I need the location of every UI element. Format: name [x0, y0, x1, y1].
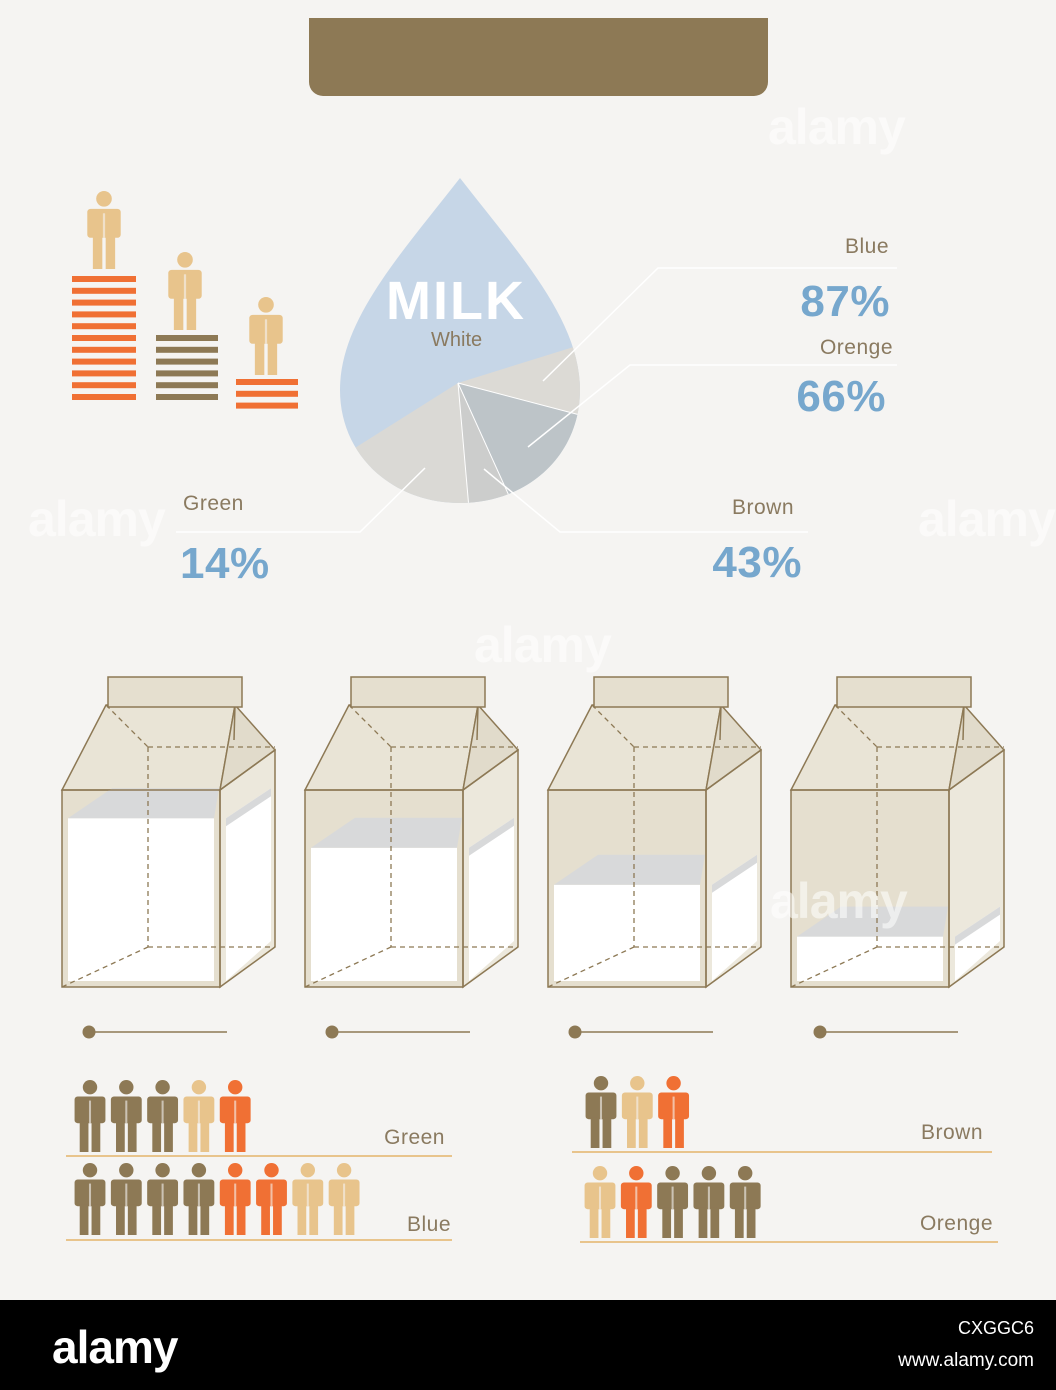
- slider[interactable]: [82, 1025, 228, 1039]
- footer-bar: alamy CXGGC6 www.alamy.com: [0, 1300, 1056, 1390]
- callout-value-brown: 43%: [712, 538, 802, 587]
- podium-bar-stripe: [236, 390, 298, 397]
- podium-bar-stripe: [72, 382, 136, 389]
- person-icon: [168, 251, 202, 330]
- podium-bar-stripe: [156, 335, 218, 341]
- podium-bar-stripe: [72, 299, 136, 306]
- milk-fill: [68, 818, 214, 981]
- milk-carton: [546, 676, 763, 989]
- watermark: alamy: [770, 873, 908, 929]
- milk-drop: [176, 178, 897, 533]
- podium-bar-stripe: [72, 346, 136, 353]
- watermark: alamy: [28, 491, 166, 547]
- person-icon: [249, 297, 283, 375]
- podium-bar-stripe: [156, 346, 218, 353]
- person-icon: [74, 1080, 106, 1152]
- illustration: [60, 178, 1006, 1243]
- person-icon: [620, 1166, 652, 1238]
- sliders: [82, 1025, 959, 1039]
- person-icon: [219, 1080, 251, 1152]
- callout-label-green: Green: [183, 492, 244, 515]
- people-group: [66, 1163, 452, 1241]
- people-group: [572, 1076, 992, 1153]
- person-icon: [584, 1166, 616, 1238]
- person-icon: [693, 1166, 725, 1238]
- callout-value-blue: 87%: [800, 277, 890, 326]
- podium-bar-stripe: [156, 370, 218, 377]
- callout-label-orenge: Orenge: [819, 336, 893, 359]
- slider-handle[interactable]: [568, 1025, 582, 1039]
- person-icon: [110, 1080, 142, 1152]
- podium-bar-stripe: [156, 382, 218, 389]
- group-label-brown: Brown: [920, 1121, 983, 1144]
- drop-title: MILK: [386, 271, 526, 331]
- people-groups: [66, 1076, 998, 1243]
- milk-fill: [554, 884, 700, 981]
- watermark: alamy: [768, 99, 906, 155]
- podium-bar-stripe: [72, 335, 136, 341]
- people-group: [66, 1080, 452, 1157]
- header-bar: [309, 18, 768, 96]
- podium-bar-stripe: [156, 358, 218, 365]
- milk-carton: [60, 676, 277, 989]
- podium-chart: [72, 191, 298, 409]
- slider-handle[interactable]: [813, 1025, 827, 1039]
- person-icon: [110, 1163, 142, 1235]
- drop-subtitle: White: [431, 329, 483, 351]
- pie-slice-green: [458, 345, 580, 415]
- podium-bar-stripe: [156, 394, 218, 400]
- group-label-green: Green: [384, 1126, 445, 1149]
- person-icon: [183, 1080, 215, 1152]
- slider[interactable]: [813, 1025, 959, 1039]
- podium-bar-stripe: [236, 379, 298, 385]
- poster: MILK White Blue 87% Orenge 66% Green 14%…: [0, 0, 1056, 1300]
- callout-value-green: 14%: [180, 539, 270, 588]
- callout-label-brown: Brown: [731, 496, 794, 519]
- image-code: CXGGC6: [957, 1318, 1034, 1338]
- person-icon: [292, 1163, 324, 1235]
- watermark: alamy: [474, 617, 612, 673]
- podium-bar-stripe: [72, 394, 136, 400]
- group-label-orenge: Orenge: [919, 1212, 993, 1235]
- podium-bar-stripe: [72, 370, 136, 377]
- person-icon: [183, 1163, 215, 1235]
- podium-bar-stripe: [236, 402, 298, 409]
- person-icon: [147, 1080, 179, 1152]
- milk-cartons: [60, 676, 1006, 989]
- group-label-blue: Blue: [406, 1213, 451, 1236]
- person-icon: [87, 191, 121, 269]
- person-icon: [219, 1163, 251, 1235]
- person-icon: [658, 1076, 690, 1148]
- footer-logo[interactable]: alamy: [52, 1321, 178, 1373]
- person-icon: [585, 1076, 617, 1148]
- footer-url[interactable]: www.alamy.com: [898, 1350, 1034, 1371]
- podium-bar-stripe: [72, 287, 136, 294]
- person-icon: [74, 1163, 106, 1235]
- milk-fill: [311, 847, 457, 981]
- milk-fill: [797, 936, 943, 981]
- podium-bar-stripe: [72, 276, 136, 282]
- people-group: [580, 1166, 998, 1243]
- milk-carton: [789, 676, 1006, 989]
- person-icon: [621, 1076, 653, 1148]
- watermark: alamy: [918, 491, 1056, 547]
- person-icon: [328, 1163, 360, 1235]
- milk-carton: [303, 676, 520, 989]
- callout-label-blue: Blue: [844, 235, 889, 258]
- person-icon: [256, 1163, 287, 1235]
- slider[interactable]: [325, 1025, 471, 1039]
- person-icon: [657, 1166, 689, 1238]
- podium-bar-stripe: [72, 311, 136, 318]
- person-icon: [147, 1163, 179, 1235]
- slider[interactable]: [568, 1025, 714, 1039]
- podium-bar-stripe: [72, 358, 136, 365]
- person-icon: [729, 1166, 761, 1238]
- slider-handle[interactable]: [325, 1025, 339, 1039]
- slider-handle[interactable]: [82, 1025, 96, 1039]
- callout-value-orenge: 66%: [796, 372, 886, 421]
- podium-bar-stripe: [72, 323, 136, 330]
